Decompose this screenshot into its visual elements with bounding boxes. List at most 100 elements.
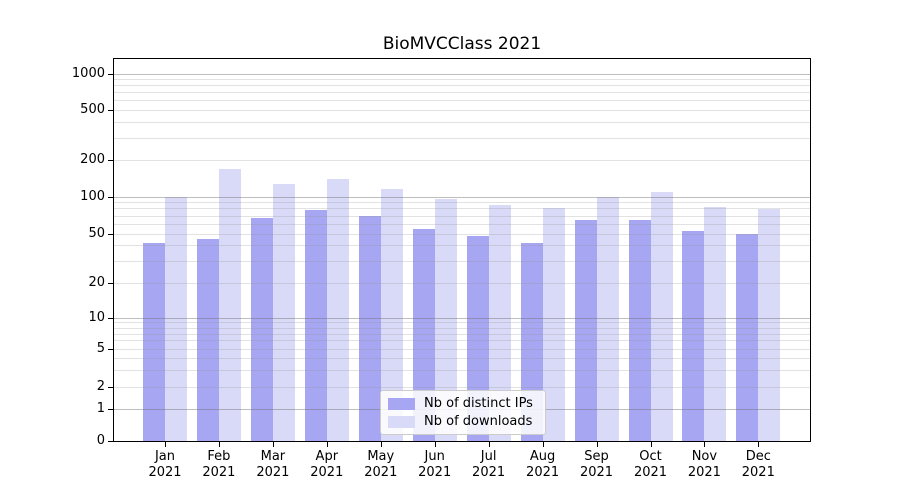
- bar-downloads: [542, 208, 565, 441]
- bar-downloads: [272, 183, 295, 441]
- bar-downloads: [165, 196, 187, 441]
- bar-downloads: [380, 189, 403, 441]
- gridline-minor: [114, 215, 810, 217]
- gridline-major: [114, 73, 810, 75]
- plot-area: [113, 58, 811, 442]
- gridline-minor: [114, 121, 810, 123]
- gridline-minor: [114, 109, 810, 111]
- y-tick-label: 5: [96, 340, 105, 356]
- y-tick: [108, 109, 113, 111]
- y-tick-label: 0: [96, 433, 105, 448]
- y-tick: [108, 73, 113, 75]
- gridline-minor: [114, 348, 810, 350]
- legend-item-downloads: Nb of downloads: [388, 414, 536, 429]
- gridline-minor: [114, 282, 810, 284]
- x-tick-label: Jun 2021: [418, 449, 452, 480]
- x-tick-label: Jan 2021: [148, 449, 182, 480]
- legend-label-distinct-ips: Nb of distinct IPs: [424, 396, 533, 411]
- gridline-minor: [114, 340, 810, 342]
- gridline-major: [114, 196, 810, 198]
- x-tick-label: Feb 2021: [202, 449, 236, 480]
- legend-label-downloads: Nb of downloads: [424, 414, 533, 429]
- gridline-minor: [114, 387, 810, 388]
- x-tick-label: Jul 2021: [472, 449, 506, 480]
- y-tick: [108, 160, 113, 161]
- y-tick: [108, 348, 113, 350]
- y-tick-label: 10: [88, 309, 105, 325]
- x-tick: [272, 442, 274, 447]
- y-tick: [108, 282, 113, 284]
- gridline-minor: [114, 233, 810, 235]
- bar-distinct-ips: [412, 229, 435, 441]
- bar-distinct-ips: [196, 239, 219, 441]
- gridline-minor: [114, 100, 810, 101]
- gridline-minor: [114, 333, 810, 335]
- gridline-minor: [114, 208, 810, 210]
- legend-swatch-downloads: [388, 415, 415, 428]
- y-tick: [108, 233, 113, 235]
- x-tick: [326, 442, 328, 447]
- gridline-minor: [114, 223, 810, 225]
- y-tick-label: 100: [80, 188, 105, 204]
- x-tick-label: Aug 2021: [526, 449, 560, 480]
- x-tick: [218, 442, 220, 447]
- y-tick: [108, 408, 113, 410]
- gridline-minor: [114, 245, 810, 247]
- x-tick: [596, 442, 598, 447]
- gridline-minor: [114, 370, 810, 371]
- x-tick: [165, 442, 166, 447]
- bar-distinct-ips: [304, 209, 327, 441]
- gridline-minor: [114, 137, 810, 139]
- gridline-minor: [114, 92, 810, 93]
- bar-downloads: [218, 169, 241, 441]
- x-tick: [488, 442, 490, 447]
- gridline-minor: [114, 260, 810, 262]
- gridline-minor: [114, 322, 810, 324]
- bar-downloads: [596, 196, 619, 441]
- y-tick: [108, 196, 113, 198]
- legend-swatch-distinct-ips: [388, 397, 415, 410]
- x-tick: [650, 442, 652, 447]
- x-tick: [704, 442, 706, 447]
- y-tick-label: 200: [80, 152, 105, 167]
- y-tick: [108, 441, 113, 442]
- bar-downloads: [650, 192, 673, 441]
- bar-distinct-ips: [250, 217, 273, 441]
- y-tick-label: 50: [88, 225, 105, 241]
- bar-downloads: [704, 207, 727, 441]
- x-tick: [434, 442, 436, 447]
- bar-downloads: [434, 199, 457, 441]
- x-tick-label: Apr 2021: [310, 449, 344, 480]
- gridline-minor: [114, 357, 810, 359]
- bar-distinct-ips: [736, 233, 759, 441]
- bar-distinct-ips: [466, 235, 489, 441]
- bar-downloads: [488, 205, 511, 441]
- bar-distinct-ips: [682, 231, 705, 441]
- legend-item-distinct-ips: Nb of distinct IPs: [388, 396, 536, 411]
- x-tick-label: Dec 2021: [741, 449, 775, 480]
- chart-title: BioMVCClass 2021: [382, 34, 542, 54]
- y-tick-label: 20: [88, 274, 105, 290]
- x-tick-label: Mar 2021: [256, 449, 290, 480]
- x-tick: [542, 442, 544, 447]
- x-tick: [380, 442, 382, 447]
- legend: Nb of distinct IPs Nb of downloads: [380, 390, 546, 435]
- x-tick-label: Oct 2021: [633, 449, 668, 480]
- x-tick-label: Nov 2021: [687, 449, 721, 480]
- y-tick-label: 500: [80, 101, 105, 117]
- x-tick: [758, 442, 760, 447]
- gridline-minor: [114, 327, 810, 329]
- bar-distinct-ips: [628, 220, 651, 441]
- bar-downloads: [758, 209, 781, 441]
- y-tick: [108, 387, 113, 388]
- x-tick-label: Sep 2021: [579, 449, 614, 480]
- bar-distinct-ips: [358, 215, 381, 441]
- y-tick: [108, 317, 113, 319]
- gridline-major: [114, 317, 810, 319]
- bar-distinct-ips: [143, 242, 165, 441]
- y-tick-label: 1: [96, 400, 105, 416]
- bar-downloads: [326, 178, 349, 441]
- y-tick-label: 2: [96, 379, 105, 394]
- y-tick-label: 1000: [71, 65, 105, 81]
